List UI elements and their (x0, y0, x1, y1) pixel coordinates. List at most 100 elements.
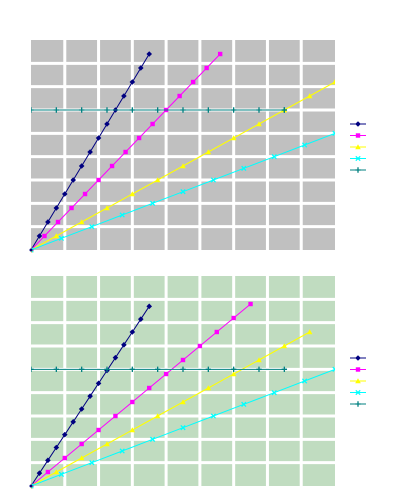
chart-1-series-2-point (69, 205, 74, 211)
chart-1-series-5-point (205, 107, 212, 113)
chart-2-series-1-point (95, 380, 102, 387)
chart-1-series-3-point (129, 191, 136, 197)
chart-1-series-4-point (241, 165, 247, 171)
chart-1-series-2-point (55, 219, 61, 225)
chart-2-series-3-point (129, 427, 136, 433)
chart-2-series-3-line (31, 331, 310, 487)
chart-1-legend-entry-1-marker (355, 121, 361, 127)
chart-2-series-2-point (45, 469, 51, 475)
chart-1-series-5-point (53, 107, 60, 113)
chart-2-series-3-point (78, 455, 85, 461)
chart-2-series-4-point (89, 460, 95, 466)
chart-2-series-4-line (31, 368, 335, 487)
chart-1-series-4-point (301, 142, 308, 148)
chart-1-legend-entry-3-marker (355, 144, 361, 150)
chart-2-series-group (31, 301, 335, 489)
chart-2-series-2-point (62, 455, 67, 461)
chart-1-series-5-point (281, 107, 288, 113)
chart-2-series-1-point (137, 316, 144, 322)
chart-2-series-4-point (271, 390, 277, 396)
chart-2-origin-dot (29, 484, 33, 488)
chart-2-series-5-point (53, 366, 60, 373)
chart-1-series-4-line (31, 132, 335, 251)
chart-1-series-3-point (154, 177, 161, 183)
chart-2-series-5-point (129, 366, 136, 373)
chart-1-series-3-point (104, 205, 110, 211)
chart-1-series-3-point (230, 135, 237, 141)
chart-2-series-5-point (281, 366, 288, 373)
chart-2-series-3-point (256, 357, 262, 363)
chart-2-series-3-point (230, 371, 237, 377)
chart-2-series-3-point (104, 441, 110, 447)
chart-2-series-1-point (112, 354, 119, 361)
chart-1-series-5-point (180, 107, 186, 113)
chart-2-series-4-point (58, 471, 65, 477)
chart-1-series-2-point (177, 93, 182, 99)
chart-2-series-2-point (163, 371, 169, 377)
chart-2-series-2-point (248, 301, 253, 307)
chart-2-series-4-point (119, 448, 125, 454)
chart-1-series-1-point (61, 191, 68, 197)
chart-1-series-3-point (332, 79, 335, 85)
chart-1-series-5-point (104, 107, 110, 113)
chart-2-series-1-point (70, 419, 77, 425)
chart-1-series-2-point (96, 177, 101, 183)
chart-2-series-3-point (154, 413, 161, 419)
chart-2-legend-entry-2-marker (355, 367, 361, 372)
chart-1-series-2-point (217, 51, 223, 57)
chart-2-series-2-point (214, 329, 219, 335)
chart-1-series-1-point (87, 149, 93, 155)
chart-1-series-1-point (95, 135, 102, 141)
chart-2-series-1-point (53, 444, 60, 451)
chart-2-series-5-point (78, 366, 85, 373)
chart-1-series-2-point (82, 191, 88, 197)
chart-1-series-2-point (109, 163, 115, 169)
chart-2-series-4-point (210, 413, 217, 419)
chart-1-series-2-point (190, 79, 196, 85)
chart-2-series-1-point (36, 470, 43, 476)
chart-1-series-3-point (180, 163, 186, 169)
chart-1-series-1-point (121, 93, 127, 99)
chart-1-legend-entry-5-marker (355, 167, 361, 173)
chart-2-series-4-point (149, 436, 156, 442)
chart-1-series-1-point (129, 79, 136, 85)
chart-2-series-4-point (241, 401, 247, 407)
chart-1-series-4-point (210, 177, 217, 183)
chart-2-series-2-point (130, 399, 135, 405)
chart-1-series-5-point (256, 107, 262, 113)
chart-2-series-1-point (78, 406, 85, 412)
chart-2-series-3-point (180, 399, 186, 405)
chart-1-series-4-point (149, 200, 156, 206)
chart-1-plot-area (31, 40, 335, 250)
chart-2-series-5-point (31, 366, 34, 373)
chart-1-series-3-point (53, 233, 60, 239)
chart-1-series-1-point (45, 219, 51, 225)
chart-2-series-1-point (45, 457, 51, 464)
chart-2-series-2-point (96, 427, 101, 433)
chart-1-series-5-point (31, 107, 34, 113)
chart-1-series-group (31, 51, 335, 253)
chart-1-series-5-point (230, 107, 237, 113)
chart-1-series-4-point (58, 235, 65, 241)
chart-2-legend-entry-3-marker (355, 378, 361, 384)
chart-1-series-1-point (78, 163, 85, 169)
chart-2-series-5-point (256, 366, 262, 373)
chart-2-series-5-point (205, 366, 212, 373)
chart-2-series-3-point (53, 469, 60, 475)
chart-2-series-2-point (231, 315, 236, 321)
chart-2-series-5-point (230, 366, 237, 373)
chart-2-series-3-point (306, 329, 313, 335)
chart-1-series-4-point (89, 224, 95, 230)
chart-2-plot-area (31, 276, 335, 486)
chart-2-series-3-point (281, 343, 288, 349)
chart-1-series-2-point (42, 233, 47, 239)
chart-2-series-5-point (104, 366, 110, 373)
chart-1 (29, 40, 366, 253)
chart-2-series-4-point (301, 378, 308, 384)
chart-1-series-5-point (129, 107, 136, 113)
chart-2-series-1-point (129, 329, 136, 335)
chart-2-series-2-point (147, 385, 152, 391)
chart-2-series-4-point (180, 425, 186, 431)
chart-1-series-1-point (53, 205, 60, 211)
